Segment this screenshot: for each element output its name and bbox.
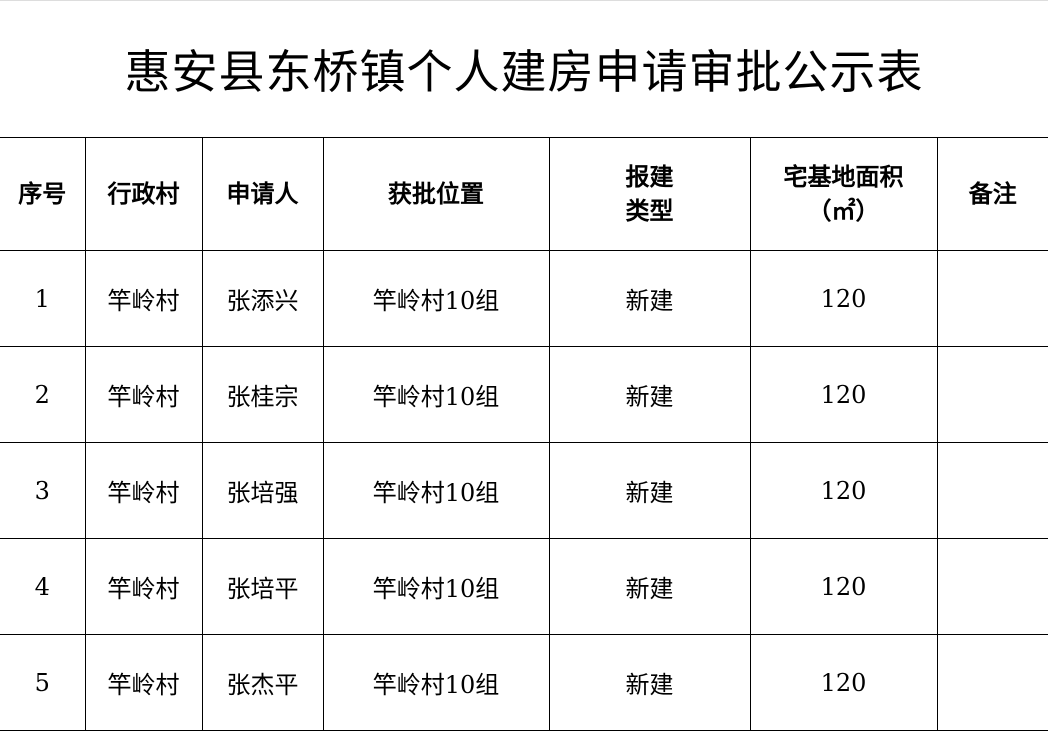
cell-type: 新建 bbox=[548, 538, 751, 635]
header-village: 行政村 bbox=[84, 137, 203, 251]
table-row: 3 竿岭村 张培强 竿岭村10组 新建 120 bbox=[0, 442, 1048, 539]
cell-location: 竿岭村10组 bbox=[322, 250, 550, 347]
cell-village: 竿岭村 bbox=[84, 250, 203, 347]
cell-note bbox=[936, 442, 1048, 539]
cell-no: 4 bbox=[0, 538, 86, 635]
cell-note bbox=[936, 250, 1048, 347]
cell-type: 新建 bbox=[548, 250, 751, 347]
page-title: 惠安县东桥镇个人建房申请审批公示表 bbox=[0, 0, 1048, 137]
cell-village: 竿岭村 bbox=[84, 634, 203, 731]
header-no: 序号 bbox=[0, 137, 86, 251]
cell-no: 3 bbox=[0, 442, 86, 539]
cell-area: 120 bbox=[749, 442, 938, 539]
cell-note bbox=[936, 634, 1048, 731]
cell-area: 120 bbox=[749, 538, 938, 635]
header-type: 报建 类型 bbox=[548, 137, 751, 251]
table-row: 1 竿岭村 张添兴 竿岭村10组 新建 120 bbox=[0, 250, 1048, 347]
table-row: 2 竿岭村 张桂宗 竿岭村10组 新建 120 bbox=[0, 346, 1048, 443]
cell-applicant: 张培平 bbox=[201, 538, 324, 635]
cell-area: 120 bbox=[749, 250, 938, 347]
cell-applicant: 张杰平 bbox=[201, 634, 324, 731]
cell-no: 1 bbox=[0, 250, 86, 347]
cell-area: 120 bbox=[749, 634, 938, 731]
cell-village: 竿岭村 bbox=[84, 346, 203, 443]
cell-note bbox=[936, 346, 1048, 443]
cell-applicant: 张培强 bbox=[201, 442, 324, 539]
header-note: 备注 bbox=[936, 137, 1048, 251]
header-area: 宅基地面积 （㎡） bbox=[749, 137, 938, 251]
table-row: 4 竿岭村 张培平 竿岭村10组 新建 120 bbox=[0, 538, 1048, 635]
cell-no: 2 bbox=[0, 346, 86, 443]
header-applicant: 申请人 bbox=[201, 137, 324, 251]
cell-village: 竿岭村 bbox=[84, 442, 203, 539]
approval-table: 序号 行政村 申请人 获批位置 报建 类型 宅基地面积 （㎡） 备注 1 竿岭村 张添兴… bbox=[0, 137, 1048, 731]
cell-location: 竿岭村10组 bbox=[322, 634, 550, 731]
header-row: 序号 行政村 申请人 获批位置 报建 类型 宅基地面积 （㎡） 备注 bbox=[0, 137, 1048, 251]
cell-area: 120 bbox=[749, 346, 938, 443]
header-location: 获批位置 bbox=[322, 137, 550, 251]
cell-location: 竿岭村10组 bbox=[322, 442, 550, 539]
cell-applicant: 张添兴 bbox=[201, 250, 324, 347]
cell-location: 竿岭村10组 bbox=[322, 538, 550, 635]
cell-type: 新建 bbox=[548, 346, 751, 443]
cell-note bbox=[936, 538, 1048, 635]
cell-village: 竿岭村 bbox=[84, 538, 203, 635]
cell-no: 5 bbox=[0, 634, 86, 731]
cell-location: 竿岭村10组 bbox=[322, 346, 550, 443]
table-row: 5 竿岭村 张杰平 竿岭村10组 新建 120 bbox=[0, 634, 1048, 731]
cell-type: 新建 bbox=[548, 634, 751, 731]
cell-type: 新建 bbox=[548, 442, 751, 539]
cell-applicant: 张桂宗 bbox=[201, 346, 324, 443]
